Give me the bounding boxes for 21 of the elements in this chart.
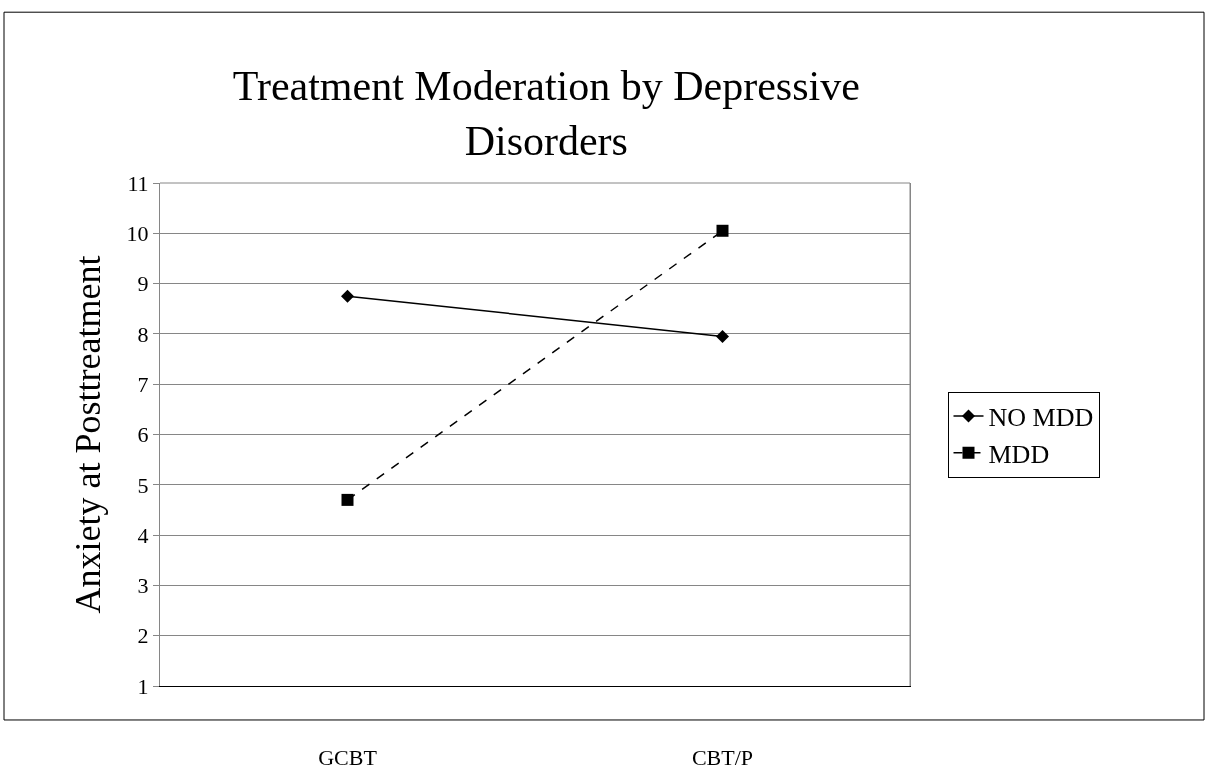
y-tick-label: 7 [137, 371, 149, 397]
legend-label: MDD [988, 439, 1050, 469]
y-tick-label: 5 [137, 472, 149, 498]
point [341, 493, 354, 506]
y-tick-label: 6 [137, 422, 149, 448]
point [716, 224, 729, 237]
y-tick-label: 4 [137, 522, 149, 548]
x-tick-label: CBT/P [691, 745, 754, 771]
y-tick-label: 10 [126, 221, 149, 246]
y-tick-label: 2 [137, 623, 149, 649]
legend-label: NO MDD [988, 403, 1094, 433]
y-tick-label: 1 [137, 673, 149, 699]
chart-title: Treatment Moderation by Depressive Disorders [232, 63, 860, 164]
y-axis-title: Anxiety at Posttreatment [68, 255, 109, 614]
y-tick-label: 3 [137, 573, 149, 599]
point [341, 289, 354, 303]
x-tick-label: GCBT [318, 745, 378, 771]
y-tick-label: 11 [127, 170, 149, 196]
point [716, 329, 729, 343]
y-tick-label: 8 [137, 321, 149, 347]
y-tick-label: 9 [137, 271, 149, 297]
